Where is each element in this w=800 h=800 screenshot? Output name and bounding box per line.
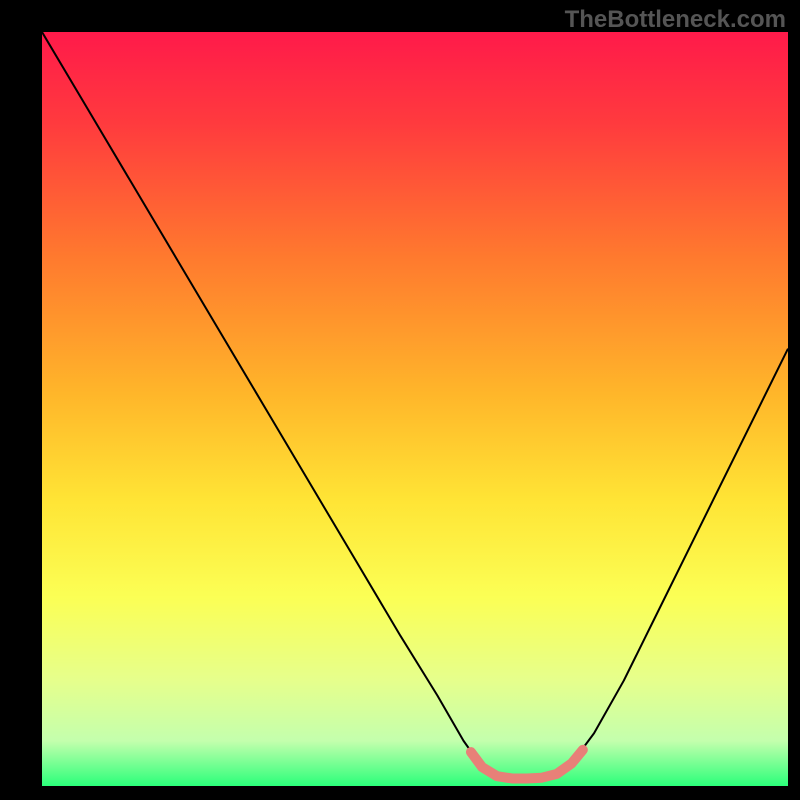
gradient-background xyxy=(42,32,788,786)
watermark-text: TheBottleneck.com xyxy=(565,6,786,34)
chart-svg xyxy=(42,32,788,786)
plot-area xyxy=(42,32,788,786)
chart-container: TheBottleneck.com xyxy=(0,0,800,800)
